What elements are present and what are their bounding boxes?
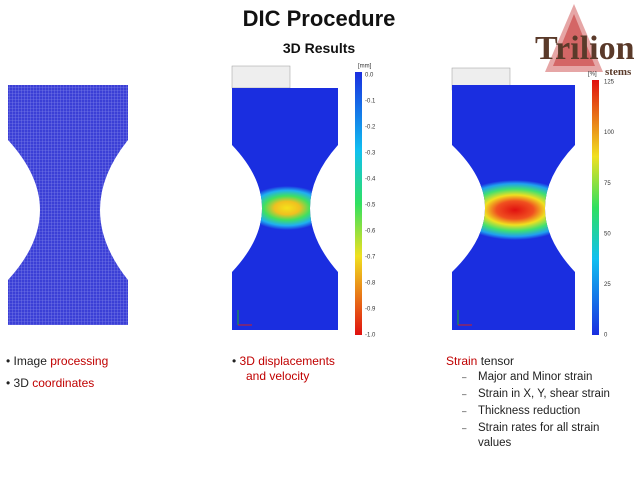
colorbar (592, 80, 599, 335)
info-box (231, 65, 291, 89)
logo-triangle-inner (553, 14, 595, 66)
sub-bullet: – Thickness reduction (462, 404, 632, 419)
highlight: 3D displacements (239, 354, 335, 368)
colorbar-label: -0.9 (365, 307, 376, 313)
sub-bullet: – Strain in X, Y, shear strain (462, 387, 632, 402)
colorbar-label: -0.5 (365, 203, 376, 209)
axis-triad (237, 310, 252, 326)
colorbar-label: 50 (604, 231, 611, 237)
text: Thickness reduction (478, 405, 581, 417)
bullet: • 3D coordinates (6, 376, 95, 390)
colorbar-unit: [%] (588, 72, 597, 78)
axis-triad (457, 310, 472, 326)
colorbar-label: 0.0 (365, 73, 374, 79)
colorbar-unit: [mm] (358, 64, 372, 70)
highlight: processing (50, 354, 109, 368)
colorbar-label: 75 (604, 181, 611, 187)
colorbar-label: 100 (604, 130, 615, 136)
sub-bullet: – Major and Minor strain (462, 370, 632, 385)
colorbar-label: -0.3 (365, 151, 376, 157)
colorbar-label: -0.1 (365, 99, 376, 105)
colorbar-label: 0 (604, 333, 608, 339)
highlight: and velocity (246, 369, 310, 383)
bullet: • Image processing (6, 354, 109, 368)
text: Strain in X, Y, shear strain (478, 388, 610, 400)
title: DIC Procedure (242, 6, 396, 31)
strain-specimen (452, 85, 575, 330)
colorbar-label: -0.6 (365, 229, 376, 235)
text: Image (13, 354, 51, 368)
colorbar-label: -0.2 (365, 125, 376, 131)
colorbar-label: -1.0 (365, 333, 376, 339)
text: tensor (477, 354, 515, 368)
highlight: coordinates (32, 376, 95, 390)
mesh-specimen (8, 85, 128, 325)
logo-tagline: stems (605, 66, 632, 78)
highlight: Strain (446, 354, 478, 368)
colorbar-label: -0.4 (365, 177, 376, 183)
logo-name: Trilion (535, 30, 635, 67)
colorbar-label: -0.7 (365, 255, 376, 261)
colorbar-labels: [mm] 0.0 -0.1 -0.2 -0.3 -0.4 -0.5 -0.6 -0.7 -0.8 -… (358, 64, 615, 339)
text: Major and Minor strain (478, 371, 593, 383)
colorbar-label: -0.8 (365, 281, 376, 287)
colorbar-label: 25 (604, 282, 611, 288)
displacement-specimen (232, 88, 338, 330)
sub-bullets: – Major and Minor strain – Strain in X, Y, … (462, 370, 632, 453)
bullet: Strain tensor (446, 354, 514, 368)
bullet: • 3D displacements (232, 354, 335, 368)
sub-bullet: – Strain rates for all strain values (462, 421, 632, 451)
text: 3D (13, 376, 33, 390)
subtitle: 3D Results (282, 40, 356, 56)
colorbar-label: 125 (604, 80, 615, 86)
text: Strain rates for all strain values (478, 422, 600, 449)
bullet-continuation: and velocity (246, 369, 309, 383)
colorbar (355, 72, 362, 335)
